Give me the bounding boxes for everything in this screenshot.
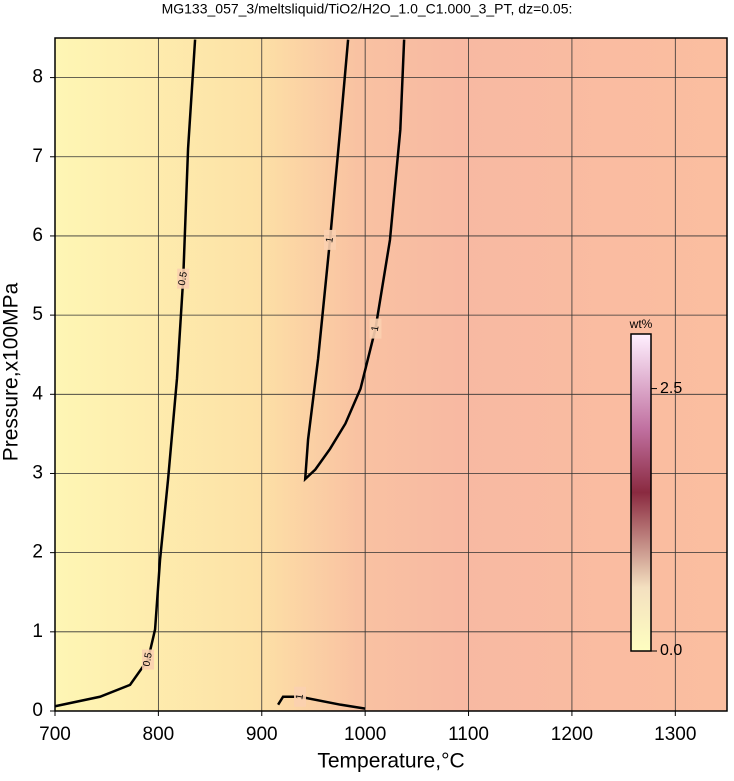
y-tick-label: 8 xyxy=(32,67,43,88)
contour-label-bg xyxy=(324,229,337,250)
contour-label: 0.5 xyxy=(177,270,190,286)
y-tick-label: 7 xyxy=(32,146,43,167)
x-tick-label: 1000 xyxy=(344,724,386,745)
x-axis-title: Temperature,°C xyxy=(317,750,464,773)
plot-background xyxy=(55,38,727,711)
y-tick-label: 4 xyxy=(32,383,43,404)
colorbar xyxy=(630,333,652,652)
chart-title: MG133_057_3/meltsliquid/TiO2/H2O_1.0_C1.… xyxy=(162,1,573,17)
contour-label-bg xyxy=(294,686,307,707)
contour-label: 1 xyxy=(294,693,306,701)
x-tick-label: 1300 xyxy=(654,724,696,745)
x-tick-label: 800 xyxy=(143,724,175,745)
contour-label: 0.5 xyxy=(142,651,155,667)
contour-label-bg xyxy=(369,318,382,339)
contour-label-bg xyxy=(142,649,155,670)
y-tick-label: 6 xyxy=(32,225,43,246)
contour-line xyxy=(54,39,197,708)
x-tick-label: 900 xyxy=(246,724,278,745)
y-axis-title: Pressure,x100MPa xyxy=(0,282,23,461)
contour-line xyxy=(303,39,406,483)
contours: 0.5 0.5 1 1 1 xyxy=(54,39,406,710)
contour-label-bg xyxy=(177,268,190,289)
colorbar-label: wt% xyxy=(629,317,653,331)
colorbar-tick-label: 0.0 xyxy=(660,642,682,659)
x-tick-label: 1200 xyxy=(551,724,593,745)
y-tick-label: 2 xyxy=(32,542,43,563)
colorbar-tick-label: 2.5 xyxy=(660,380,682,397)
plot-frame xyxy=(54,37,728,712)
y-tick-label: 0 xyxy=(32,700,43,721)
y-tick-label: 3 xyxy=(32,462,43,483)
contour-label: 1 xyxy=(324,236,336,244)
contour-label: 1 xyxy=(370,324,382,332)
x-tick-label: 1100 xyxy=(448,724,489,745)
y-tick-label: 5 xyxy=(32,304,43,325)
y-tick-label: 1 xyxy=(32,621,43,642)
x-tick-label: 700 xyxy=(39,724,71,745)
